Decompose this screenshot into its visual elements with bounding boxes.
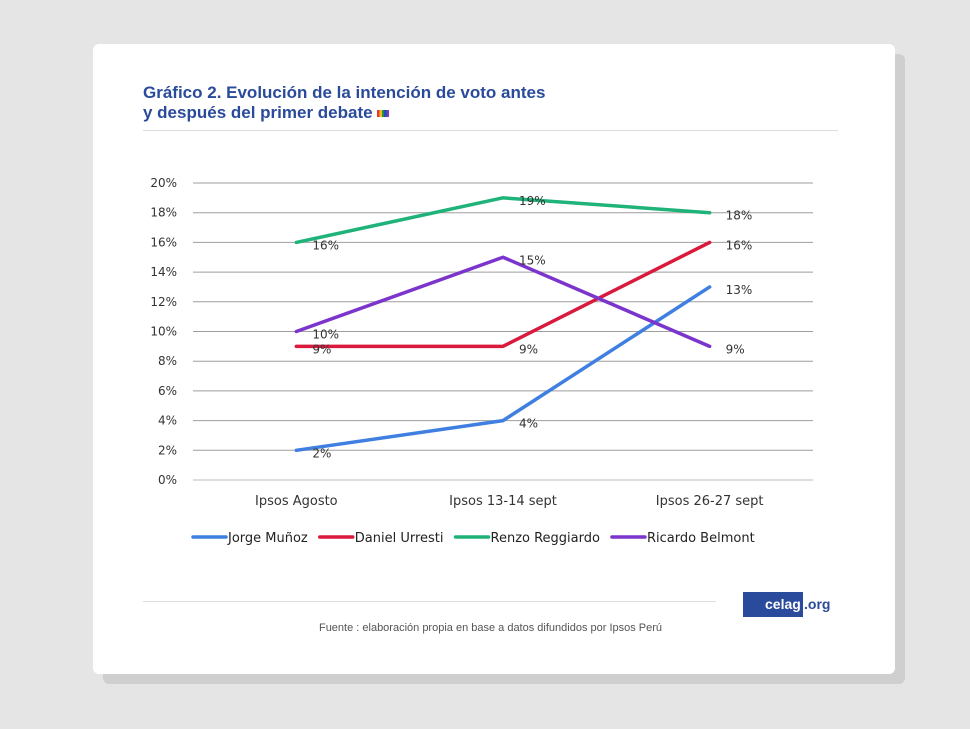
x-tick-label: Ipsos 26-27 sept	[656, 494, 764, 509]
data-labels: 2% 4% 13% 9% 9% 16% 16% 19% 18% 10% 15% 9%	[312, 194, 752, 460]
legend-label: Jorge Muñoz	[227, 531, 308, 546]
data-label: 16%	[726, 238, 753, 252]
chart-grid	[193, 182, 813, 481]
y-tick-label: 4%	[158, 414, 177, 428]
data-label: 9%	[312, 342, 331, 356]
data-label: 9%	[726, 342, 745, 356]
data-label: 13%	[726, 283, 753, 297]
data-label: 9%	[519, 342, 538, 356]
source-note: Fuente : elaboración propia en base a da…	[318, 622, 663, 634]
logo-main: celag	[743, 592, 803, 617]
y-tick-label: 14%	[150, 265, 177, 279]
x-tick-label: Ipsos Agosto	[255, 494, 338, 509]
chart-card	[93, 44, 895, 674]
title-divider	[143, 130, 838, 131]
y-tick-label: 0%	[158, 473, 177, 487]
chart-title: Gráfico 2. Evolución de la intención de …	[143, 83, 663, 123]
legend-label: Renzo Reggiardo	[491, 531, 600, 546]
series-line	[294, 196, 712, 245]
y-tick-label: 12%	[150, 295, 177, 309]
celag-logo: celag .org	[743, 592, 830, 617]
data-label: 18%	[726, 209, 753, 223]
series-line	[294, 240, 712, 349]
y-tick-label: 6%	[158, 384, 177, 398]
legend-label: Ricardo Belmont	[647, 531, 755, 546]
chart-title-line-2: y después del primer debate	[143, 103, 663, 123]
series-line	[294, 255, 712, 349]
data-label: 2%	[312, 446, 331, 460]
data-label: 16%	[312, 238, 339, 252]
legend-label: Daniel Urresti	[355, 531, 444, 546]
chart-title-line-2-text: y después del primer debate	[143, 103, 373, 122]
series-line	[294, 285, 712, 453]
chart-legend: Jorge Muñoz Daniel Urresti Renzo Reggiardo…	[191, 531, 755, 546]
y-axis-ticks: 0% 2% 4% 6% 8% 10% 12% 14% 16% 18% 20%	[150, 176, 177, 487]
y-tick-label: 10%	[150, 325, 177, 339]
x-tick-label: Ipsos 13-14 sept	[449, 494, 557, 509]
chart-title-line-1: Gráfico 2. Evolución de la intención de …	[143, 83, 546, 102]
flag-icon	[376, 110, 389, 118]
data-label: 4%	[519, 417, 538, 431]
series-lines	[294, 196, 712, 453]
y-tick-label: 18%	[150, 206, 177, 220]
footer-divider	[143, 601, 716, 602]
y-tick-label: 20%	[150, 176, 177, 190]
x-axis-categories: Ipsos Agosto Ipsos 13-14 sept Ipsos 26-27 …	[255, 494, 764, 509]
line-chart: 0% 2% 4% 6% 8% 10% 12% 14% 16% 18% 20% Ipsos Agost…	[150, 176, 813, 546]
data-label: 10%	[312, 328, 339, 342]
data-label: 19%	[519, 194, 546, 208]
y-tick-label: 16%	[150, 235, 177, 249]
y-tick-label: 8%	[158, 354, 177, 368]
logo-tld: .org	[804, 596, 831, 612]
data-label: 15%	[519, 253, 546, 267]
y-tick-label: 2%	[158, 443, 177, 457]
